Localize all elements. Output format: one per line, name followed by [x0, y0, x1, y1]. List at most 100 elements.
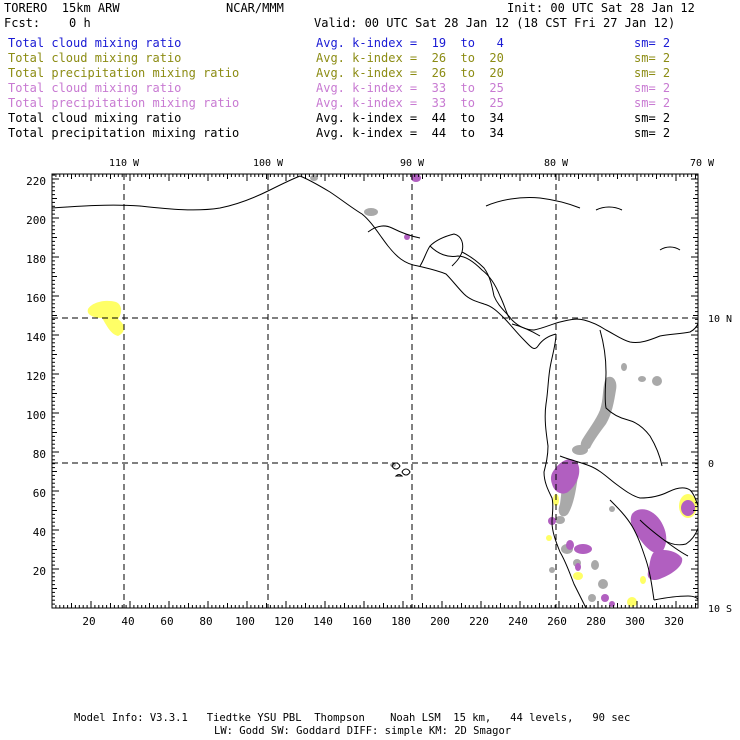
purple-cloud-patch: [575, 563, 581, 571]
border-bolivia-brazil: [653, 527, 698, 601]
gray-cloud-patch: [598, 579, 608, 589]
axis-ticks: [51, 174, 698, 609]
x-tick-label: 300: [625, 615, 645, 628]
y-tick-labels: 220 200 180 160 140 120 100 80 60 40 20: [26, 175, 46, 578]
purple-cloud-patch: [681, 500, 695, 516]
field-smoothing: sm= 2: [634, 96, 671, 110]
y-tick-label: 80: [33, 448, 46, 461]
lon-label-80w: 80 W: [544, 158, 569, 169]
graticule: [52, 174, 698, 608]
y-tick-label: 40: [33, 526, 46, 539]
x-tick-label: 60: [160, 615, 173, 628]
y-tick-label: 200: [26, 214, 46, 227]
field-row: Total precipitation mixing ratio Avg. k-…: [0, 61, 740, 80]
purple-cloud-patch: [630, 509, 667, 554]
model-info-line2: LW: Godd SW: Goddard DIFF: simple KM: 2D…: [214, 725, 512, 737]
field-kindex: Avg. k-index = 44 to 34: [316, 126, 504, 140]
coastline-yucatan: [419, 233, 464, 267]
gray-cloud-patch: [638, 376, 646, 382]
y-tick-label: 60: [33, 487, 46, 500]
coastline-south-america-west: [543, 333, 587, 608]
field-row: Total cloud mixing ratio Avg. k-index = …: [0, 106, 740, 125]
lat-label-0: 0: [708, 459, 714, 470]
field-smoothing: sm= 2: [634, 111, 671, 125]
yellow-cloud-patch: [573, 572, 583, 580]
x-tick-label: 200: [430, 615, 450, 628]
cloud-fields: [87, 174, 697, 607]
organization: NCAR/MMM: [226, 1, 284, 15]
coastline-cuba: [485, 197, 581, 209]
gray-cloud-patch: [580, 376, 617, 450]
yellow-cloud-area: [87, 300, 697, 607]
y-tick-label: 220: [26, 175, 46, 188]
yellow-cloud-patch: [627, 597, 637, 607]
field-name: Total precipitation mixing ratio: [8, 66, 240, 80]
x-tick-label: 180: [391, 615, 411, 628]
gray-cloud-patch: [609, 506, 615, 512]
border-peru-brazil: [559, 455, 698, 507]
x-tick-label: 320: [664, 615, 684, 628]
x-tick-label: 100: [235, 615, 255, 628]
field-name: Total precipitation mixing ratio: [8, 126, 240, 140]
model-info-line1: Model Info: V3.3.1 Tiedtke YSU PBL Thomp…: [74, 712, 631, 724]
purple-cloud-patch: [550, 459, 580, 494]
x-tick-labels: 20 40 60 80 100 120 140 160 180 200 220 …: [82, 615, 684, 628]
field-name: Total cloud mixing ratio: [8, 36, 182, 50]
purple-cloud-patch: [647, 550, 683, 580]
purple-cloud-patch: [574, 544, 592, 554]
init-time: Init: 00 UTC Sat 28 Jan 12: [507, 1, 695, 15]
y-tick-label: 20: [33, 565, 46, 578]
y-tick-label: 160: [26, 292, 46, 305]
field-name: Total cloud mixing ratio: [8, 81, 182, 95]
x-tick-label: 260: [547, 615, 567, 628]
x-tick-label: 120: [274, 615, 294, 628]
y-tick-label: 140: [26, 331, 46, 344]
field-kindex: Avg. k-index = 19 to 4: [316, 36, 504, 50]
x-tick-label: 40: [121, 615, 134, 628]
field-row: Total cloud mixing ratio Avg. k-index = …: [0, 46, 740, 65]
yellow-cloud-patch: [640, 576, 646, 584]
border-colombia-venezuela: [599, 329, 663, 467]
lon-label-110w: 110 W: [109, 158, 140, 169]
gray-cloud-patch: [364, 208, 378, 216]
purple-cloud-patch: [601, 594, 609, 602]
forecast-hour: Fcst: 0 h: [4, 16, 91, 30]
field-row: Total cloud mixing ratio Avg. k-index = …: [0, 31, 740, 50]
purple-cloud-area: [404, 174, 695, 607]
coastlines: [52, 175, 698, 608]
field-name: Total cloud mixing ratio: [8, 111, 182, 125]
longitude-labels: 110 W 100 W 90 W 80 W 70 W: [109, 158, 715, 169]
gray-cloud-patch: [652, 376, 662, 386]
model-title: TORERO 15km ARW: [4, 1, 120, 15]
y-tick-label: 120: [26, 370, 46, 383]
coastline-galapagos: [391, 462, 411, 477]
latitude-labels: 10 N 0 10 S: [708, 314, 732, 615]
coastline-caribbean: [461, 251, 698, 343]
purple-cloud-patch: [566, 540, 574, 550]
gray-cloud-patch: [621, 363, 627, 371]
field-smoothing: sm= 2: [634, 126, 671, 140]
lat-label-10s: 10 S: [708, 604, 732, 615]
field-kindex: Avg. k-index = 26 to 20: [316, 66, 504, 80]
x-tick-label: 220: [469, 615, 489, 628]
field-smoothing: sm= 2: [634, 51, 671, 65]
field-row: Total cloud mixing ratio Avg. k-index = …: [0, 76, 740, 95]
gray-cloud-patch: [591, 560, 599, 570]
field-kindex: Avg. k-index = 26 to 20: [316, 51, 504, 65]
x-tick-label: 20: [82, 615, 95, 628]
coastline-north-america: [52, 175, 557, 349]
plot-frame: [51, 173, 699, 609]
x-tick-label: 280: [586, 615, 606, 628]
yellow-cloud-patch: [546, 535, 552, 541]
gray-cloud-patch: [555, 516, 565, 524]
gray-cloud-patch: [572, 445, 588, 455]
coastline-islands: [595, 206, 681, 251]
lon-label-100w: 100 W: [253, 158, 284, 169]
field-kindex: Avg. k-index = 33 to 25: [316, 96, 504, 110]
field-name: Total precipitation mixing ratio: [8, 96, 240, 110]
x-tick-label: 80: [199, 615, 212, 628]
field-kindex: Avg. k-index = 44 to 34: [316, 111, 504, 125]
x-tick-label: 240: [508, 615, 528, 628]
purple-cloud-patch: [404, 234, 410, 240]
